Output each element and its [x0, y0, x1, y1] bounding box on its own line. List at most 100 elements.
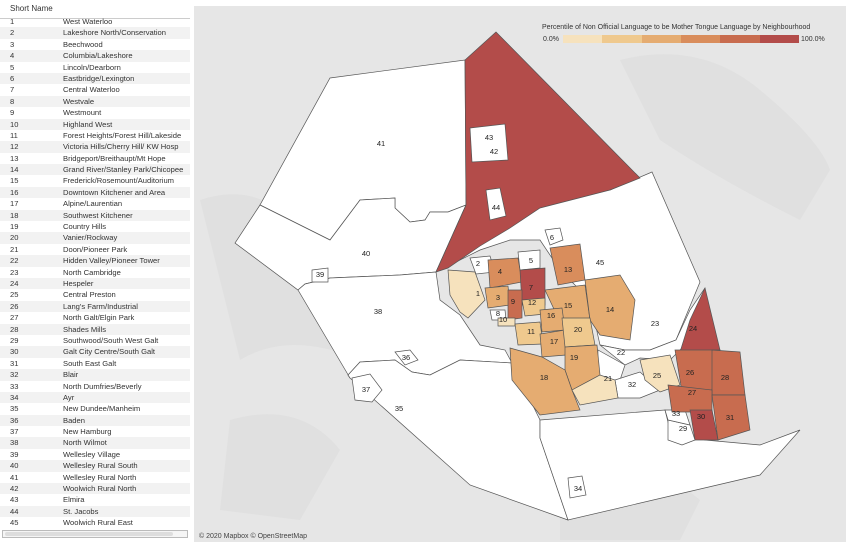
- table-row[interactable]: 14 Grand River/Stanley Park/Chicopee: [0, 164, 190, 176]
- legend-swatch: [641, 35, 681, 43]
- region-21[interactable]: [571, 374, 619, 406]
- table-row[interactable]: 28 Shades Mills: [0, 323, 190, 335]
- table-row[interactable]: 3 Beechwood: [0, 39, 190, 50]
- table-row[interactable]: 13 Bridgeport/Breithaupt/Mt Hope: [0, 153, 190, 164]
- row-number: 10: [10, 119, 19, 129]
- table-row[interactable]: 2 Lakeshore North/Conservation: [0, 27, 190, 39]
- region-label: 16: [547, 311, 555, 320]
- table-row[interactable]: 1 West Waterloo: [0, 16, 190, 27]
- region-label: 24: [689, 324, 697, 333]
- row-number: 7: [10, 85, 15, 95]
- row-number: 5: [10, 62, 15, 72]
- region-44[interactable]: [485, 187, 507, 221]
- table-row[interactable]: 10 Highland West: [0, 118, 190, 130]
- region-5[interactable]: [517, 249, 541, 271]
- region-43[interactable]: [469, 123, 509, 163]
- region-36[interactable]: [394, 349, 419, 366]
- table-row[interactable]: 7 Central Waterloo: [0, 84, 190, 95]
- table-row[interactable]: 24 Hespeler: [0, 277, 190, 290]
- table-row[interactable]: 37 New Hamburg: [0, 426, 190, 437]
- region-label: 22: [617, 348, 625, 357]
- region-map[interactable]: 1234567891011121314151617181920212223242…: [194, 6, 846, 542]
- row-number: 23: [10, 267, 19, 277]
- table-row[interactable]: 40 Wellesley Rural South: [0, 460, 190, 472]
- region-9[interactable]: [507, 289, 523, 321]
- region-6[interactable]: [544, 227, 564, 246]
- table-row[interactable]: 23 North Cambridge: [0, 267, 190, 278]
- scrollbar-thumb[interactable]: [5, 532, 173, 536]
- legend: Percentile of Non Official Language to b…: [540, 24, 830, 46]
- region-label: 10: [499, 315, 507, 324]
- region-37[interactable]: [351, 373, 383, 403]
- table-row[interactable]: 4 Columbia/Lakeshore: [0, 50, 190, 62]
- table-row[interactable]: 35 New Dundee/Manheim: [0, 403, 190, 414]
- table-row[interactable]: 26 Lang's Farm/Industrial: [0, 300, 190, 313]
- row-number: 31: [10, 358, 19, 368]
- table-row[interactable]: 29 Southwood/South West Galt: [0, 335, 190, 346]
- table-row[interactable]: 9 Westmount: [0, 107, 190, 118]
- row-short-name: North Galt/Elgin Park: [63, 313, 135, 323]
- table-row[interactable]: 33 North Dumfries/Beverly: [0, 381, 190, 392]
- row-number: 9: [10, 108, 15, 118]
- table-row[interactable]: 36 Baden: [0, 414, 190, 427]
- region-4[interactable]: [487, 257, 523, 289]
- table-row[interactable]: 25 Central Preston: [0, 289, 190, 300]
- map-area[interactable]: 1 2 3 4 5 6 7 8 9 10 11 12 13 14 15 16 17 18 19 20 21 22 23 24 2…: [194, 6, 846, 542]
- region-label: 2: [476, 259, 480, 268]
- table-row[interactable]: 44 St. Jacobs: [0, 505, 190, 518]
- row-short-name: Wellesley Rural North: [63, 472, 137, 482]
- table-row[interactable]: 12 Victoria Hills/Cherry Hill/ KW Hosp: [0, 141, 190, 153]
- table-row[interactable]: 42 Woolwich Rural North: [0, 483, 190, 495]
- row-number: 40: [10, 461, 19, 471]
- table-row[interactable]: 11 Forest Heights/Forest Hill/Lakeside: [0, 130, 190, 141]
- table-row[interactable]: 34 Ayr: [0, 391, 190, 404]
- table-row[interactable]: 5 Lincoln/Dearborn: [0, 62, 190, 73]
- region-label: 1: [476, 289, 480, 298]
- row-number: 35: [10, 404, 19, 414]
- region-label: 13: [564, 265, 572, 274]
- table-row[interactable]: 43 Elmira: [0, 494, 190, 505]
- region-label: 41: [377, 139, 385, 148]
- region-34[interactable]: [539, 409, 801, 521]
- table-row[interactable]: 31 South East Galt: [0, 358, 190, 369]
- row-short-name: South East Galt: [63, 358, 117, 368]
- legend-min-label: 0.0%: [543, 36, 559, 43]
- table-row[interactable]: 16 Downtown Kitchener and Area: [0, 186, 190, 199]
- table-row[interactable]: 21 Doon/Pioneer Park: [0, 244, 190, 255]
- horizontal-scrollbar[interactable]: [2, 530, 188, 538]
- region-34-ayr[interactable]: [567, 475, 587, 499]
- table-row[interactable]: 8 Westvale: [0, 95, 190, 108]
- table-row[interactable]: 27 North Galt/Elgin Park: [0, 312, 190, 323]
- table-row[interactable]: 38 North Wilmot: [0, 437, 190, 449]
- table-row[interactable]: 6 Eastbridge/Lexington: [0, 72, 190, 85]
- region-label: 9: [511, 297, 515, 306]
- table-row[interactable]: 20 Vanier/Rockway: [0, 232, 190, 244]
- region-18[interactable]: [509, 347, 581, 416]
- row-short-name: Lakeshore North/Conservation: [63, 28, 166, 38]
- table-row[interactable]: 15 Frederick/Rosemount/Auditorium: [0, 175, 190, 186]
- row-short-name: Columbia/Lakeshore: [63, 51, 133, 61]
- region-label: 38: [374, 307, 382, 316]
- region-42[interactable]: [435, 31, 641, 273]
- table-row[interactable]: 22 Hidden Valley/Pioneer Tower: [0, 255, 190, 267]
- row-short-name: Ayr: [63, 392, 75, 402]
- table-row[interactable]: 17 Alpine/Laurentian: [0, 198, 190, 209]
- region-label: 26: [686, 368, 694, 377]
- table-row[interactable]: 41 Wellesley Rural North: [0, 472, 190, 483]
- region-label: 11: [527, 327, 535, 336]
- row-short-name: Forest Heights/Forest Hill/Lakeside: [63, 130, 182, 140]
- region-31[interactable]: [711, 394, 751, 441]
- row-short-name: Elmira: [63, 495, 85, 505]
- table-row[interactable]: 30 Galt City Centre/South Galt: [0, 346, 190, 358]
- row-short-name: St. Jacobs: [63, 506, 99, 516]
- region-label: 15: [564, 301, 572, 310]
- region-label: 19: [570, 353, 578, 362]
- table-row[interactable]: 19 Country Hills: [0, 221, 190, 232]
- table-row[interactable]: 45 Woolwich Rural East: [0, 517, 190, 528]
- table-row[interactable]: 18 Southwest Kitchener: [0, 209, 190, 222]
- row-short-name: Wellesley Village: [63, 449, 121, 459]
- region-label: 18: [540, 373, 548, 382]
- table-row[interactable]: 32 Blair: [0, 369, 190, 381]
- region-39[interactable]: [311, 267, 329, 283]
- table-row[interactable]: 39 Wellesley Village: [0, 449, 190, 460]
